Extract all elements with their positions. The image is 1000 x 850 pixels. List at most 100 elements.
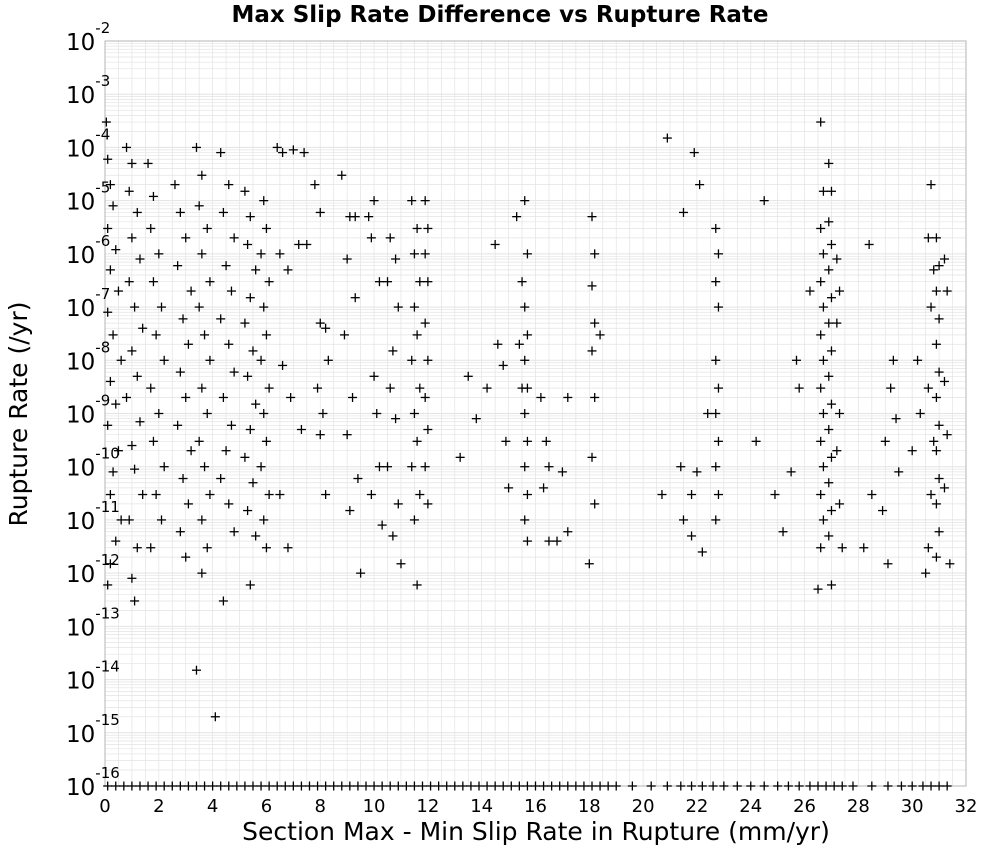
floor-point xyxy=(361,781,371,791)
y-tick-exponent: -15 xyxy=(95,711,120,729)
data-point xyxy=(256,462,266,472)
data-point xyxy=(590,249,600,259)
data-point xyxy=(826,346,836,356)
data-point xyxy=(339,330,349,340)
data-point xyxy=(105,559,115,569)
floor-point xyxy=(934,781,944,791)
data-point xyxy=(388,531,398,541)
data-point xyxy=(816,490,826,500)
data-point xyxy=(132,543,142,553)
data-point xyxy=(130,464,140,474)
data-point xyxy=(913,355,923,365)
floor-point xyxy=(426,781,436,791)
y-tick-base: 10 xyxy=(66,775,95,801)
data-point xyxy=(224,339,234,349)
data-point xyxy=(130,302,140,312)
data-point xyxy=(713,302,723,312)
data-point xyxy=(824,265,834,275)
data-point xyxy=(302,239,312,249)
data-point xyxy=(703,409,713,418)
floor-point xyxy=(385,781,395,791)
data-point xyxy=(385,233,395,243)
data-point xyxy=(393,302,403,312)
data-point xyxy=(366,490,376,500)
data-point xyxy=(409,249,419,259)
data-point xyxy=(498,360,508,370)
floor-point xyxy=(224,781,234,791)
data-point xyxy=(751,436,761,446)
data-point xyxy=(205,490,215,500)
data-point xyxy=(880,436,890,446)
data-point xyxy=(816,223,826,233)
floor-point xyxy=(208,781,218,791)
y-tick-label: 10-9 xyxy=(66,392,110,429)
data-point xyxy=(224,499,234,509)
floor-point xyxy=(111,781,121,791)
floor-point xyxy=(848,781,858,791)
data-point xyxy=(520,302,530,312)
data-point xyxy=(175,207,185,217)
data-point xyxy=(835,409,845,418)
data-point xyxy=(662,133,672,143)
data-point xyxy=(692,467,702,477)
data-point xyxy=(563,527,573,537)
data-point xyxy=(116,515,126,525)
data-point xyxy=(826,239,836,249)
floor-point xyxy=(103,781,113,791)
floor-point xyxy=(547,781,557,791)
floor-point xyxy=(321,781,331,791)
data-point xyxy=(713,249,723,259)
floor-point xyxy=(296,781,306,791)
data-point xyxy=(678,515,688,525)
data-point xyxy=(186,286,196,296)
y-tick-label: 10-15 xyxy=(66,711,120,748)
data-point xyxy=(805,286,815,296)
data-point xyxy=(288,145,298,155)
floor-point xyxy=(175,781,185,791)
x-axis-label: Section Max - Min Slip Rate in Rupture (… xyxy=(242,817,830,846)
x-tick-label: 22 xyxy=(685,796,708,817)
data-point xyxy=(240,186,250,196)
data-point xyxy=(415,490,425,500)
data-point xyxy=(197,170,207,180)
y-tick-base: 10 xyxy=(66,562,95,588)
data-point xyxy=(122,142,132,152)
data-point xyxy=(522,536,532,546)
data-point xyxy=(315,207,325,217)
floor-point xyxy=(393,781,403,791)
floor-point xyxy=(474,781,484,791)
x-tick-label: 12 xyxy=(416,796,439,817)
data-point xyxy=(934,474,944,484)
x-tick-label: 2 xyxy=(153,796,164,817)
data-point xyxy=(826,399,836,409)
data-point xyxy=(522,436,532,446)
floor-point xyxy=(697,781,707,791)
data-point xyxy=(345,506,355,516)
data-point xyxy=(385,383,395,393)
data-point xyxy=(826,506,836,516)
data-point xyxy=(111,536,121,546)
data-point xyxy=(409,515,419,525)
data-point xyxy=(907,446,917,456)
data-point xyxy=(356,568,366,578)
data-point xyxy=(420,249,430,259)
data-point xyxy=(835,499,845,509)
data-point xyxy=(170,180,180,190)
floor-point xyxy=(603,781,613,791)
data-point xyxy=(926,180,936,190)
data-point xyxy=(391,254,401,264)
data-point xyxy=(127,441,137,451)
data-point xyxy=(942,430,952,440)
y-tick-base: 10 xyxy=(66,509,95,535)
y-tick-label: 10-5 xyxy=(66,179,110,216)
data-point xyxy=(294,239,304,249)
data-point xyxy=(770,490,780,500)
x-tick-label: 20 xyxy=(632,796,655,817)
y-tick-label: 10-12 xyxy=(66,551,120,588)
floor-point xyxy=(490,781,500,791)
floor-point xyxy=(555,781,565,791)
floor-point xyxy=(127,781,137,791)
data-point xyxy=(216,474,226,484)
floor-point xyxy=(571,781,581,791)
floor-point xyxy=(942,781,952,791)
